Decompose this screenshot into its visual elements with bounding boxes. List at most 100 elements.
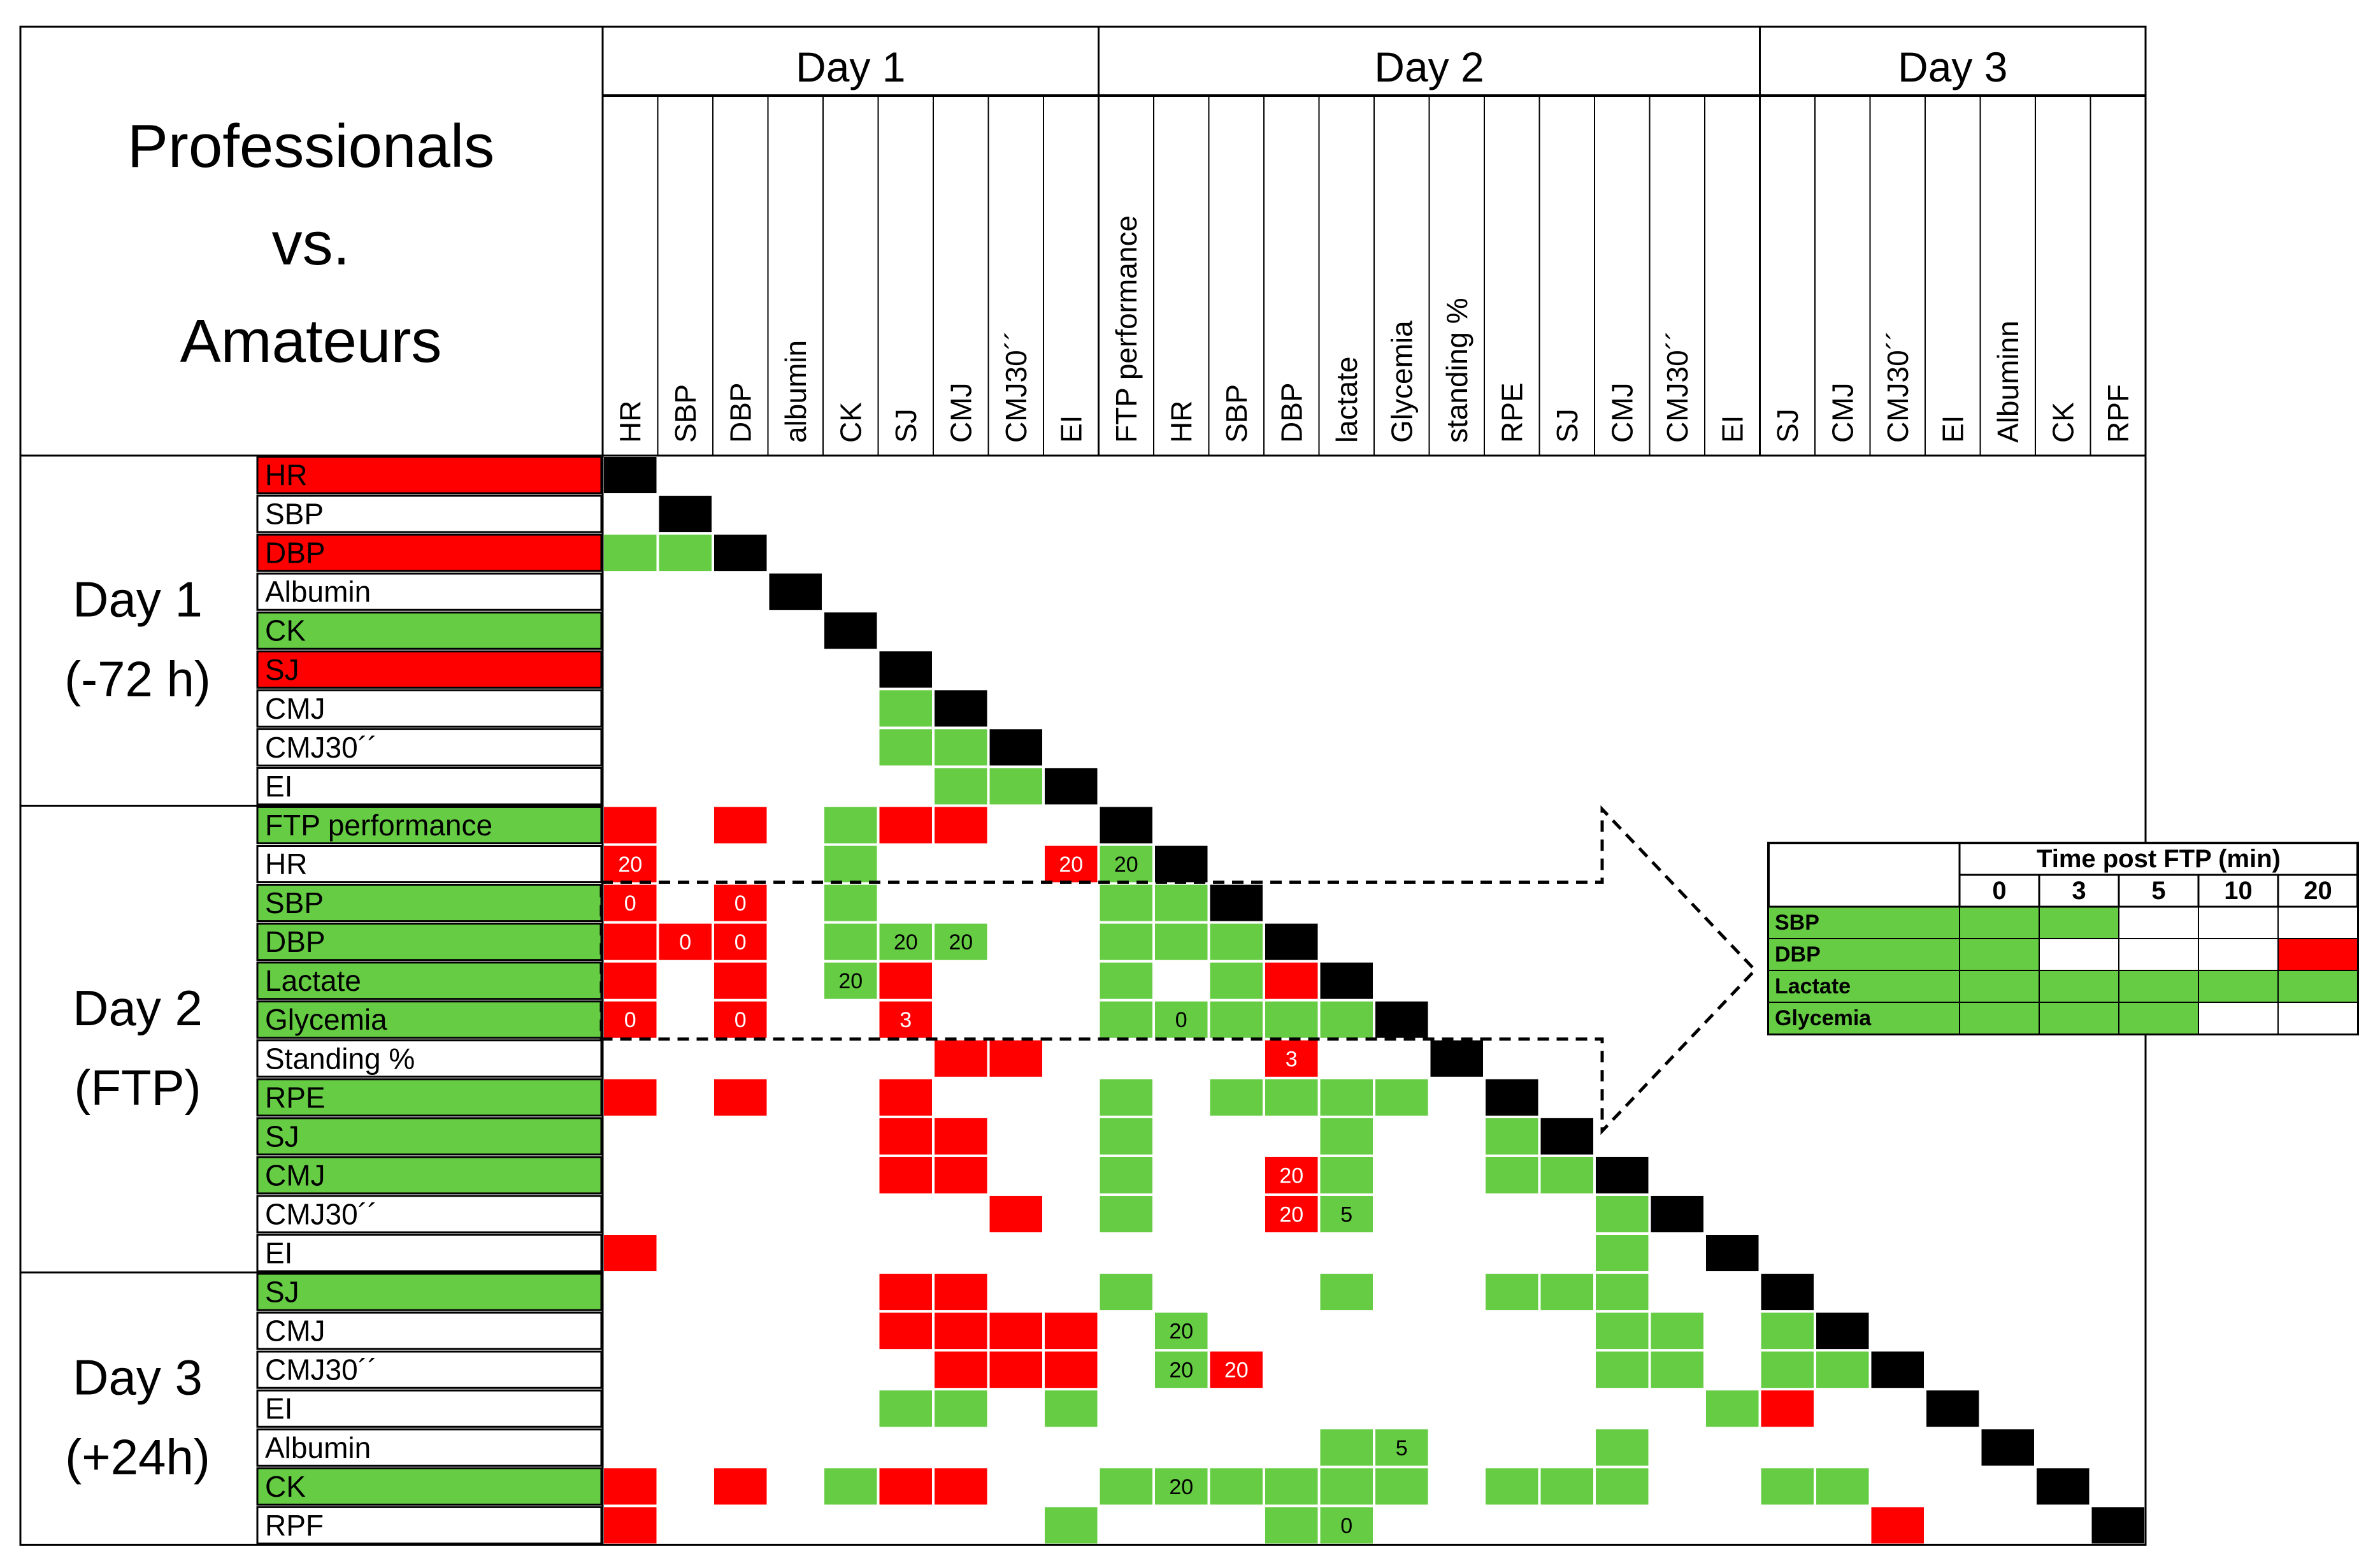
cell-d3-rpf-col-8 xyxy=(1043,1506,1099,1545)
cell-d1-cmj-col-5 xyxy=(878,689,933,728)
column-label-d3-cmj: CMJ xyxy=(1826,382,1859,443)
inset-cell-glycemia-20 xyxy=(2277,1002,2358,1035)
cell-value-label: 20 xyxy=(1279,1202,1303,1227)
cell-d2-cmj30-col-7 xyxy=(988,1194,1043,1234)
cell-d2-hr-col-0 xyxy=(603,844,658,884)
cell-d1-sj-col-5 xyxy=(878,650,933,689)
cell-d2-sbp-col-10 xyxy=(1154,883,1209,923)
row-label-box-d2-glycemia xyxy=(256,1000,603,1039)
column-label-d3-albuminn: Albuminn xyxy=(1991,321,2025,443)
cell-d3-cmj30-col-6 xyxy=(933,1350,989,1390)
cell-d3-cmj30-col-11 xyxy=(1208,1350,1264,1390)
cell-value-label: 3 xyxy=(1286,1047,1298,1071)
row-label-box-d2-cmj xyxy=(256,1156,603,1195)
column-labels: HR SBP DBP albumin CK SJ CMJ CMJ30´´ EI FTP perfo… xyxy=(613,215,2135,443)
cell-d3-ck-col-5 xyxy=(878,1467,933,1506)
cell-d1-ei-col-7 xyxy=(988,767,1043,806)
column-label-d2-lactate: lactate xyxy=(1330,356,1363,443)
row-label-d3-ck: CK xyxy=(265,1470,306,1503)
row-label-box-d1-hr xyxy=(256,456,603,494)
cell-d3-sj-col-17 xyxy=(1539,1272,1595,1312)
cell-d2-cmj-col-17 xyxy=(1539,1155,1595,1195)
cell-d3-sj-col-18 xyxy=(1595,1272,1650,1312)
inset-time-0: 0 xyxy=(1992,877,2006,905)
cell-d3-cmj30-col-8 xyxy=(1043,1350,1099,1390)
cell-d1-cmj30-col-5 xyxy=(878,728,933,767)
row-label-d1-dbp: DBP xyxy=(265,537,326,570)
cell-d2-dbp-col-6 xyxy=(933,922,989,962)
cell-d2-rpe-col-16 xyxy=(1484,1077,1540,1117)
cell-d2-ftp-performance-col-5 xyxy=(878,805,933,845)
inset-cell-glycemia-3 xyxy=(2039,1002,2119,1035)
row-label-d2-glycemia: Glycemia xyxy=(265,1003,387,1036)
inset-cell-glycemia-0 xyxy=(1959,1002,2040,1035)
cell-value-label: 0 xyxy=(679,930,691,954)
cell-d3-sj-col-21 xyxy=(1760,1272,1815,1312)
title-line-1: Professionals xyxy=(127,112,494,180)
cell-d3-rpf-col-23 xyxy=(1870,1506,1925,1545)
row-label-d3-sj: SJ xyxy=(265,1276,299,1309)
cell-d3-cmj-col-19 xyxy=(1649,1311,1705,1351)
cell-value-label: 20 xyxy=(618,853,642,877)
cell-d2-rpe-col-14 xyxy=(1374,1077,1430,1117)
cell-d2-sbp-col-9 xyxy=(1098,883,1154,923)
cell-d3-ck-col-0 xyxy=(603,1467,658,1506)
row-label-d2-ftp-performance: FTP performance xyxy=(265,809,492,842)
cell-d2-ei-col-18 xyxy=(1595,1234,1650,1273)
cell-d3-cmj30-col-19 xyxy=(1649,1350,1705,1390)
cell-d2-standing-col-15 xyxy=(1429,1039,1484,1078)
cell-d3-ck-col-10 xyxy=(1154,1467,1209,1506)
cell-d3-ck-col-11 xyxy=(1208,1467,1264,1506)
cell-d3-albumin-col-25 xyxy=(1980,1428,2035,1467)
cell-d2-ftp-performance-col-2 xyxy=(713,805,768,845)
cell-d3-albumin-col-14 xyxy=(1374,1428,1430,1467)
column-label-d1-hr: HR xyxy=(613,401,647,443)
cell-d1-ei-col-8 xyxy=(1043,767,1099,806)
cell-d2-ei-col-20 xyxy=(1705,1234,1760,1273)
row-label-d3-cmj30: CMJ30´´ xyxy=(265,1353,377,1387)
cell-value-label: 20 xyxy=(1169,1358,1193,1383)
cell-d2-glycemia-col-9 xyxy=(1098,1000,1154,1039)
cell-d1-cmj-col-6 xyxy=(933,689,989,728)
cell-d2-sj-col-16 xyxy=(1484,1116,1540,1156)
cell-value-label: 0 xyxy=(735,1008,747,1032)
cell-d2-cmj30-col-12 xyxy=(1264,1194,1319,1234)
row-label-box-d2-standing xyxy=(256,1039,603,1078)
column-label-d1-cmj: CMJ xyxy=(944,382,977,443)
row-label-box-d2-ei xyxy=(256,1234,603,1272)
cell-value-label: 0 xyxy=(1175,1008,1187,1032)
row-label-box-d2-hr xyxy=(256,845,603,884)
row-label-d1-sbp: SBP xyxy=(265,498,324,531)
cell-d2-lactate-col-0 xyxy=(603,961,658,1000)
row-label-d2-rpe: RPE xyxy=(265,1081,326,1114)
row-group-d3-line-2: (+24h) xyxy=(65,1429,210,1485)
inset-cell-glycemia-10 xyxy=(2198,1002,2279,1035)
cell-d3-cmj-col-8 xyxy=(1043,1311,1099,1351)
row-label-box-d2-ftp-performance xyxy=(256,805,603,844)
cell-d2-lactate-col-11 xyxy=(1208,961,1264,1000)
row-label-d2-ei: EI xyxy=(265,1237,292,1270)
inset-cell-sbp-20 xyxy=(2277,906,2358,939)
cell-d3-rpf-col-12 xyxy=(1264,1506,1319,1545)
cell-d2-sj-col-9 xyxy=(1098,1116,1154,1156)
cell-d3-ei-col-21 xyxy=(1760,1389,1815,1429)
cell-d2-cmj30-col-18 xyxy=(1595,1194,1650,1234)
cell-d2-rpe-col-13 xyxy=(1319,1077,1374,1117)
inset-row-label-sbp: SBP xyxy=(1775,911,1819,935)
cell-d2-cmj-col-18 xyxy=(1595,1155,1650,1195)
cell-value-label: 20 xyxy=(1224,1358,1249,1383)
row-label-box-d2-cmj30 xyxy=(256,1195,603,1234)
row-label-d3-rpf: RPF xyxy=(265,1509,324,1542)
cell-d1-sbp-col-1 xyxy=(657,494,713,534)
cell-d2-cmj-col-6 xyxy=(933,1155,989,1195)
cell-d1-ei-col-6 xyxy=(933,767,989,806)
inset-time-5: 5 xyxy=(2151,877,2165,905)
cell-value-label: 20 xyxy=(949,930,973,954)
cell-d3-rpf-col-13 xyxy=(1319,1506,1374,1545)
cell-d2-ftp-performance-col-4 xyxy=(823,805,878,845)
cell-d2-dbp-col-11 xyxy=(1208,922,1264,962)
column-label-d2-hr: HR xyxy=(1165,401,1198,443)
cell-d2-lactate-col-13 xyxy=(1319,961,1374,1000)
cell-d2-sbp-col-0 xyxy=(603,883,658,923)
